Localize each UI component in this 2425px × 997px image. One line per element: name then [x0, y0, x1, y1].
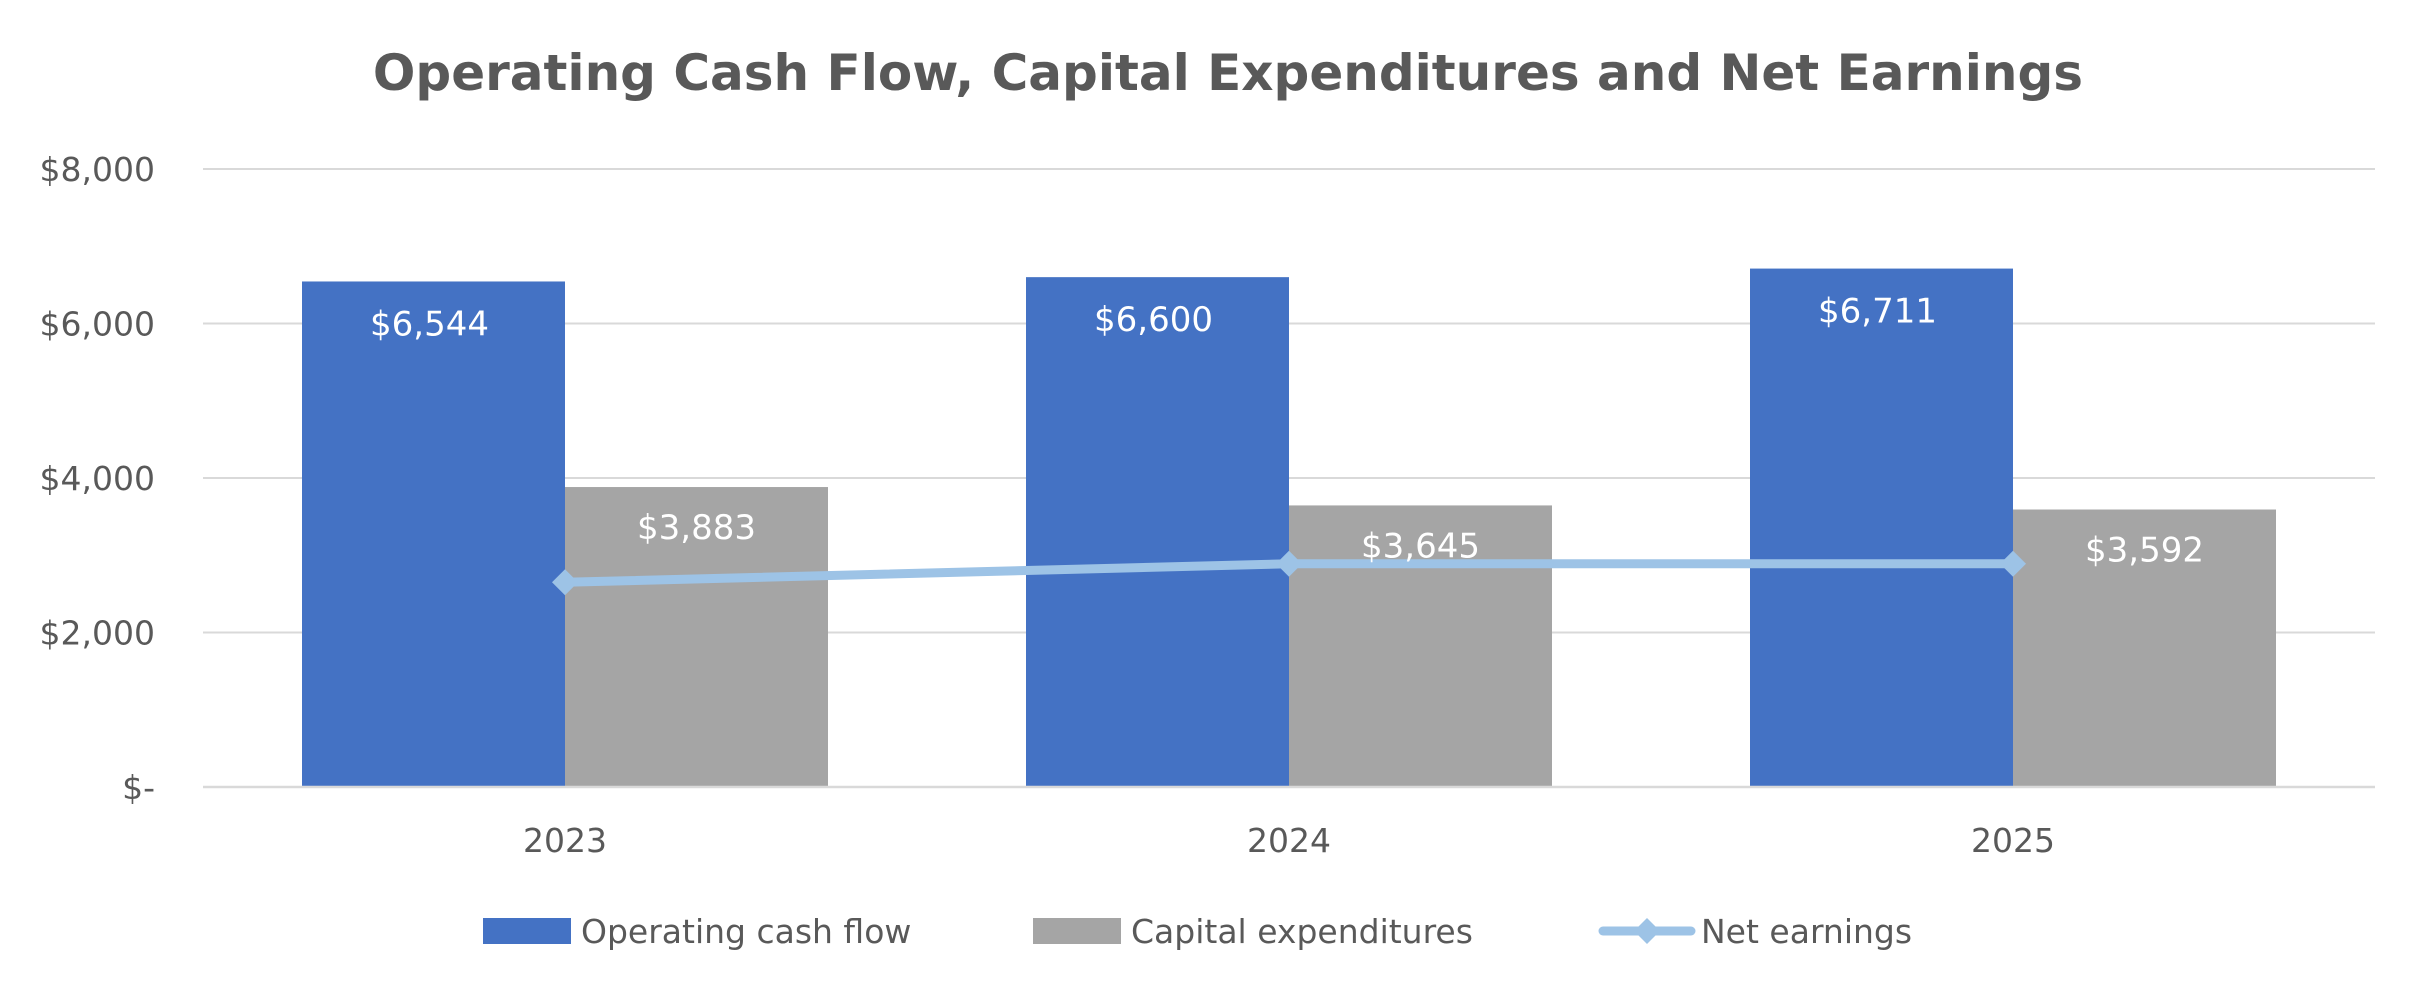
legend-label-operating-cash-flow: Operating cash flow: [581, 912, 911, 951]
data-label: $6,600: [1094, 300, 1213, 340]
net-earnings-marker: [1276, 550, 1302, 577]
bar-operating-cash-flow: [1026, 277, 1289, 787]
data-label: $6,711: [1818, 292, 1937, 332]
bar-capital-expenditures: [2013, 509, 2276, 787]
bar-operating-cash-flow: [1750, 268, 2013, 787]
y-axis-ticks: $- $2,000 $4,000 $6,000 $8,000: [40, 150, 155, 807]
chart-title: Operating Cash Flow, Capital Expenditure…: [373, 44, 2083, 102]
net-earnings-marker: [2000, 550, 2026, 577]
net-earnings-marker: [552, 569, 578, 596]
y-tick-label: $-: [122, 768, 155, 807]
legend-label-capital-expenditures: Capital expenditures: [1131, 912, 1473, 951]
y-tick-label: $6,000: [40, 305, 155, 344]
legend-swatch-operating-cash-flow: [483, 918, 571, 944]
legend: Operating cash flow Capital expenditures N…: [483, 912, 1912, 951]
bar-operating-cash-flow: [302, 281, 565, 787]
legend-swatch-capital-expenditures: [1033, 918, 1121, 944]
data-label: $6,544: [370, 304, 489, 344]
x-tick-label: 2023: [523, 821, 607, 860]
y-tick-label: $4,000: [40, 459, 155, 498]
bar-capital-expenditures: [565, 487, 828, 787]
bars: [302, 268, 2276, 787]
data-label: $3,645: [1361, 526, 1480, 566]
bar-capital-expenditures: [1289, 505, 1552, 787]
y-tick-label: $8,000: [40, 150, 155, 189]
x-axis-ticks: 2023 2024 2025: [523, 821, 2055, 860]
legend-marker-net-earnings: [1634, 918, 1660, 944]
data-label: $3,883: [637, 508, 756, 548]
net-earnings-line-group: [552, 550, 2026, 596]
y-tick-label: $2,000: [40, 614, 155, 653]
data-label: $3,592: [2085, 531, 2204, 571]
data-labels: $6,544 $6,600 $6,711 $3,883 $3,645 $3,592: [370, 292, 2204, 571]
legend-label-net-earnings: Net earnings: [1701, 912, 1912, 951]
x-tick-label: 2024: [1247, 821, 1331, 860]
x-tick-label: 2025: [1971, 821, 2055, 860]
